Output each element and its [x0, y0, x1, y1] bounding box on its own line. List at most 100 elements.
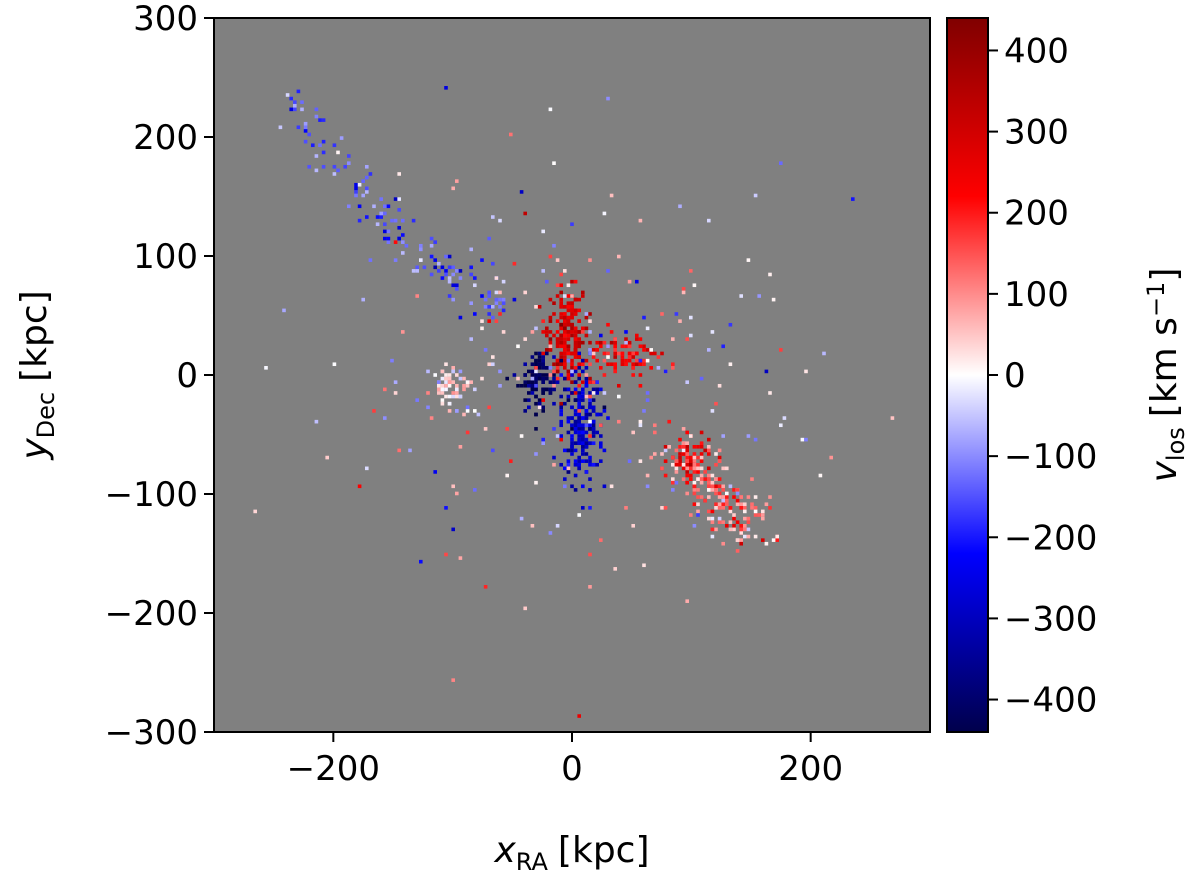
map-pixel [591, 405, 596, 410]
y-axis-symbol: y [14, 438, 55, 461]
map-pixel [581, 391, 585, 395]
map-pixel [645, 348, 650, 352]
map-pixel [609, 340, 614, 345]
map-pixel [566, 373, 571, 377]
map-pixel [465, 405, 470, 410]
map-pixel [732, 513, 736, 517]
map-pixel [480, 319, 484, 323]
map-pixel [455, 269, 459, 273]
map-pixel [577, 373, 581, 377]
map-pixel [681, 452, 686, 456]
map-pixel [588, 319, 592, 323]
map-pixel [602, 448, 607, 453]
map-pixel [674, 459, 679, 463]
map-pixel [606, 355, 610, 359]
map-pixel [577, 714, 581, 718]
map-pixel [577, 398, 581, 402]
map-pixel [534, 387, 538, 392]
map-pixel [372, 204, 376, 209]
map-pixel [458, 444, 463, 449]
map-pixel [591, 398, 596, 402]
map-pixel [563, 315, 567, 320]
map-pixel [555, 380, 560, 384]
map-pixel [613, 362, 617, 367]
map-pixel [357, 218, 362, 223]
map-pixel [552, 376, 556, 381]
map-pixel [584, 452, 589, 456]
map-pixel [444, 86, 448, 90]
map-pixel [444, 387, 448, 392]
map-pixel [678, 462, 682, 467]
map-pixel [735, 498, 740, 503]
map-pixel [555, 283, 560, 288]
map-pixel [710, 527, 715, 532]
map-pixel [548, 337, 553, 341]
map-pixel [545, 366, 549, 370]
map-pixel [429, 254, 434, 259]
map-pixel [570, 308, 574, 313]
map-pixel [573, 366, 578, 370]
map-pixel [498, 297, 502, 302]
map-pixel [563, 326, 567, 331]
map-pixel [570, 416, 574, 420]
map-pixel [559, 434, 563, 438]
map-pixel [573, 333, 578, 338]
map-pixel [678, 319, 682, 323]
map-pixel [386, 229, 391, 234]
map-pixel [577, 394, 581, 399]
x-axis-unit: [kpc] [558, 830, 650, 871]
map-pixel [692, 488, 697, 492]
map-pixel [588, 401, 592, 406]
map-pixel [613, 351, 617, 356]
map-pixel [437, 269, 441, 273]
map-pixel [361, 193, 365, 198]
map-pixel [750, 502, 754, 507]
map-pixel [638, 459, 643, 463]
map-pixel [541, 330, 545, 334]
map-pixel [617, 419, 621, 424]
map-pixel [761, 516, 765, 521]
colorbar-subscript: los [1162, 427, 1190, 461]
map-pixel [573, 488, 578, 492]
map-pixel [588, 380, 592, 384]
map-pixel [717, 455, 722, 460]
map-pixel [721, 488, 725, 492]
map-pixel [699, 441, 704, 446]
map-pixel [599, 538, 603, 542]
map-pixel [714, 502, 718, 507]
map-pixel [537, 362, 542, 367]
map-pixel [743, 502, 747, 507]
map-pixel [455, 287, 459, 291]
map-pixel [725, 491, 729, 496]
map-pixel [444, 394, 448, 399]
map-pixel [602, 405, 607, 410]
map-pixel [357, 204, 362, 209]
map-pixel [591, 355, 596, 359]
map-pixel [573, 448, 578, 453]
map-pixel [689, 333, 693, 338]
map-pixel [725, 466, 729, 471]
map-pixel [591, 391, 596, 395]
map-pixel [321, 164, 326, 169]
map-pixel [804, 437, 808, 442]
map-pixel [581, 423, 585, 428]
map-pixel [555, 376, 560, 381]
map-pixel [440, 276, 445, 280]
map-pixel [678, 444, 682, 449]
map-pixel [635, 333, 639, 338]
map-pixel [692, 466, 697, 471]
map-pixel [494, 276, 499, 280]
map-pixel [552, 455, 556, 460]
map-pixel [606, 96, 610, 101]
map-pixel [681, 287, 686, 291]
map-pixel [627, 459, 632, 463]
map-pixel [289, 107, 293, 112]
map-pixel [692, 470, 697, 474]
map-pixel [357, 182, 362, 187]
map-pixel [599, 423, 603, 428]
map-pixel [563, 401, 567, 406]
map-pixel [426, 391, 430, 395]
map-pixel [566, 304, 571, 309]
map-pixel [570, 330, 574, 334]
